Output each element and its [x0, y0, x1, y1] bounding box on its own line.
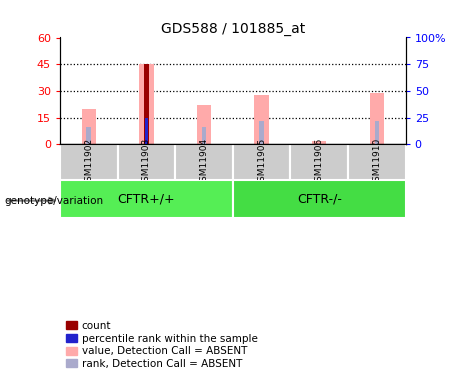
- Title: GDS588 / 101885_at: GDS588 / 101885_at: [161, 22, 305, 36]
- Bar: [254, 94, 269, 144]
- Text: GSM11903: GSM11903: [142, 138, 151, 187]
- Bar: [175, 144, 233, 180]
- Bar: [139, 64, 154, 144]
- Text: GSM11905: GSM11905: [257, 138, 266, 187]
- Bar: [312, 141, 326, 144]
- Bar: [145, 118, 148, 144]
- Bar: [233, 144, 290, 180]
- Text: GSM11910: GSM11910: [372, 138, 381, 187]
- Text: genotype/variation: genotype/variation: [5, 196, 104, 206]
- Bar: [60, 180, 233, 218]
- Text: CFTR+/+: CFTR+/+: [118, 192, 175, 205]
- Bar: [233, 180, 406, 218]
- Bar: [144, 118, 148, 144]
- Bar: [201, 127, 206, 144]
- Bar: [374, 121, 379, 144]
- Legend: count, percentile rank within the sample, value, Detection Call = ABSENT, rank, : count, percentile rank within the sample…: [65, 320, 259, 370]
- Bar: [144, 64, 148, 144]
- Text: GSM11902: GSM11902: [84, 138, 93, 187]
- Bar: [348, 144, 406, 180]
- Bar: [290, 144, 348, 180]
- Bar: [86, 127, 91, 144]
- Text: CFTR-/-: CFTR-/-: [297, 192, 342, 205]
- Bar: [370, 93, 384, 144]
- Bar: [197, 105, 211, 144]
- Bar: [82, 109, 96, 144]
- Bar: [60, 144, 118, 180]
- Bar: [118, 144, 175, 180]
- Text: GSM11904: GSM11904: [200, 138, 208, 187]
- Text: GSM11906: GSM11906: [315, 138, 324, 187]
- Bar: [259, 121, 264, 144]
